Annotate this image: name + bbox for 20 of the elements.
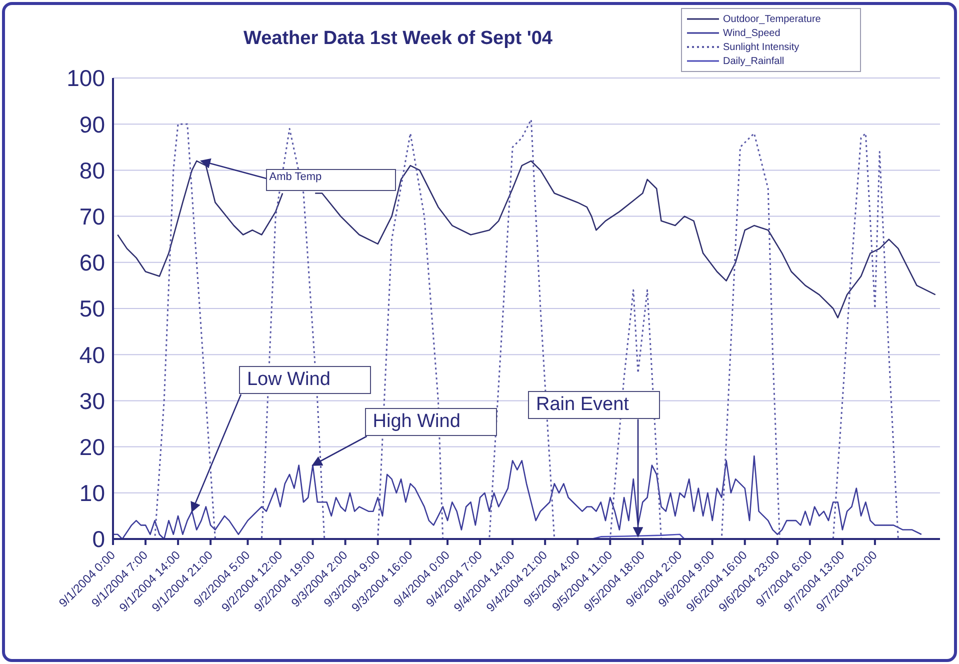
annotation: Low Wind — [246, 369, 330, 390]
y-tick-label: 70 — [79, 203, 105, 230]
y-tick-label: 40 — [79, 342, 105, 368]
y-tick-label: 60 — [79, 250, 105, 276]
y-tick-label: 50 — [79, 296, 105, 322]
y-tick-label: 100 — [66, 65, 105, 92]
annotation: Amb Temp — [269, 170, 322, 183]
annotation: High Wind — [372, 411, 460, 432]
chart-title: Weather Data 1st Week of Sept '04 — [242, 28, 554, 50]
y-tick-label: 20 — [79, 434, 105, 460]
annotation: Rain Event — [536, 394, 629, 416]
legend-label: Daily_Rainfall — [723, 56, 784, 66]
y-tick-label: 30 — [79, 388, 105, 414]
y-tick-label: 0 — [92, 526, 105, 552]
y-tick-label: 80 — [79, 157, 105, 184]
legend-label: Outdoor_Temperature — [723, 14, 821, 24]
legend-label: Sunlight Intensity — [723, 42, 800, 52]
y-tick-label: 10 — [79, 480, 105, 506]
legend-label: Wind_Speed — [723, 28, 780, 38]
y-tick-label: 90 — [79, 111, 105, 138]
